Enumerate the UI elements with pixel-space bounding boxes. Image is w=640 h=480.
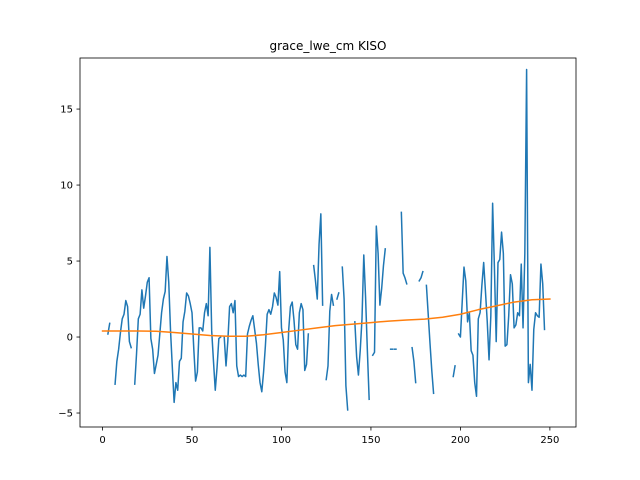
x-tick-label: 100 <box>272 435 291 446</box>
series-0-segment-7 <box>341 266 349 411</box>
x-tick-label: 250 <box>540 435 559 446</box>
x-tick-label: 0 <box>99 435 105 446</box>
series-0-segment-12 <box>400 211 408 285</box>
series-0-segment-8 <box>354 254 370 401</box>
x-tick-label: 200 <box>451 435 470 446</box>
y-tick-label: 15 <box>60 105 73 116</box>
y-tick-label: 10 <box>60 181 73 192</box>
y-tick-label: 0 <box>67 333 73 344</box>
y-tick-label: 5 <box>67 257 73 268</box>
series-0-segment-0 <box>107 322 111 335</box>
series-0-segment-2 <box>133 246 222 404</box>
axes: 0 50 100 150 200 250 −5 0 5 10 15 <box>58 57 577 446</box>
series-0-segment-9 <box>371 225 387 357</box>
series-0-segment-13 <box>411 346 417 384</box>
series-0-segment-1 <box>114 299 133 385</box>
series-0-segment-14 <box>418 270 424 282</box>
series-0-segment-3 <box>223 270 310 393</box>
plot-area <box>101 68 551 411</box>
series-0-segment-17 <box>457 68 546 398</box>
y-tick-label: −5 <box>58 409 73 420</box>
axes-frame <box>79 57 577 428</box>
series-0-segment-15 <box>425 284 435 395</box>
series-0-segment-5 <box>325 293 335 381</box>
series-0-segment-6 <box>336 292 340 300</box>
chart-title: grace_lwe_cm KISO <box>270 39 387 53</box>
series-1-segment-0 <box>101 298 551 338</box>
series-0-segment-16 <box>452 365 456 378</box>
x-tick-label: 50 <box>186 435 199 446</box>
x-tick-label: 150 <box>361 435 380 446</box>
series-0-segment-4 <box>312 213 324 306</box>
